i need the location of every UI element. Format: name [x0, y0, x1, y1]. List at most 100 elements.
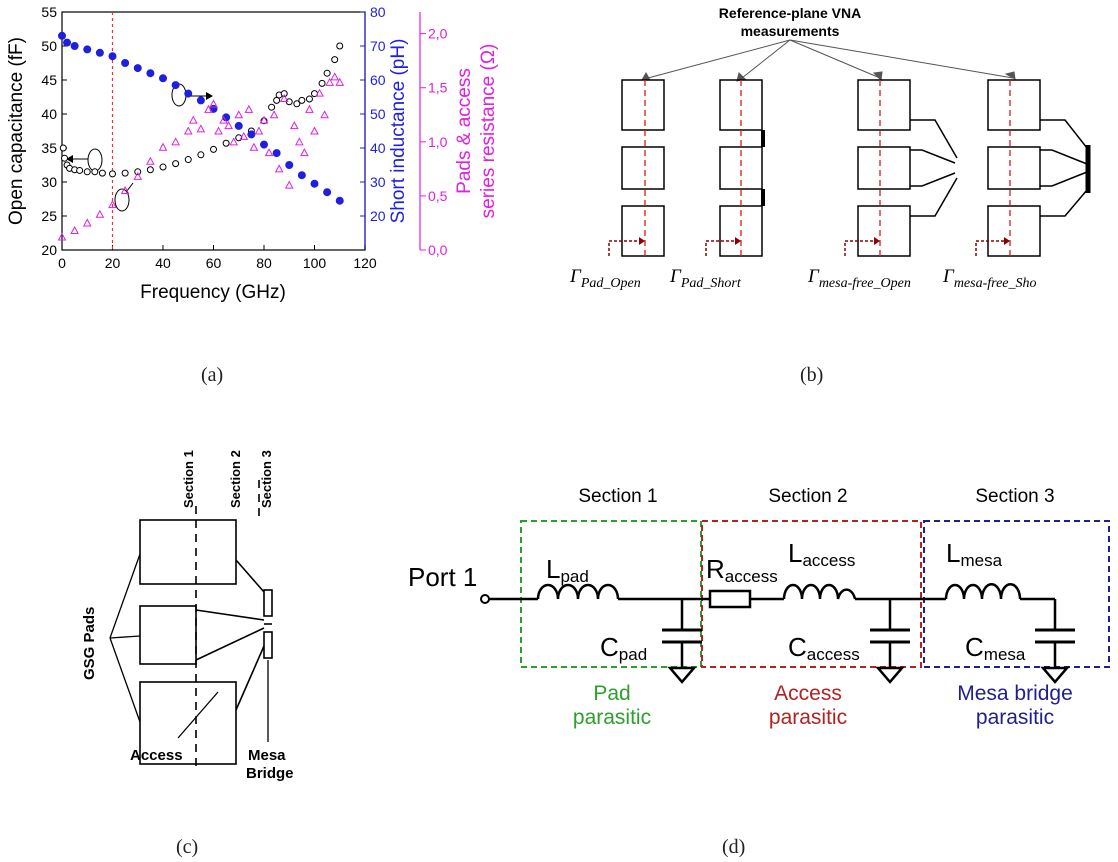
data-point-resistance [204, 104, 213, 113]
data-point-inductance [247, 130, 256, 139]
fig-d-section-3: Section 3 [975, 486, 1054, 507]
data-point-capacitance [76, 166, 84, 174]
label-C-mesa: Cmesa [965, 632, 1026, 664]
label-L-access: Laccess [788, 538, 855, 570]
data-point-capacitance [134, 168, 142, 176]
data-point-resistance [284, 180, 294, 189]
data-point-resistance [229, 137, 239, 146]
x-tick-label: 0 [58, 255, 66, 271]
plot-area [61, 11, 366, 251]
data-point-capacitance [222, 139, 230, 147]
label-L-mesa: Lmesa [946, 538, 1003, 570]
chart-marks [57, 12, 345, 250]
circuit-panel-d: Section 1 Section 2 Section 3 Port 1 Lpa… [408, 486, 1110, 729]
data-point-capacitance [318, 79, 326, 87]
caption-b: (b) [800, 364, 824, 386]
data-point-resistance [320, 110, 329, 119]
data-point-inductance [159, 74, 167, 83]
data-point-resistance [249, 142, 259, 151]
y-right1-tick-label: 80 [370, 4, 386, 20]
y-right2-tick-label: 1,5 [428, 80, 448, 96]
y-right2-tick-label: 2,0 [428, 26, 448, 42]
data-point-resistance [289, 121, 299, 130]
label-C-pad: Cpad [600, 632, 647, 664]
y-right1-tick-label: 20 [370, 208, 386, 224]
data-point-capacitance [298, 96, 306, 104]
data-point-inductance [108, 52, 117, 61]
ground-access [875, 666, 905, 684]
reference-planes [644, 80, 1011, 256]
data-point-capacitance [331, 56, 339, 64]
data-point-capacitance [59, 144, 67, 152]
access-arrow [177, 691, 219, 739]
offset-arrowheads [639, 237, 1010, 245]
diagram-panel-c: Section 1 Section 2 Section 3 GSG Pads A… [81, 450, 294, 782]
group-pad-line2: parasitic [573, 706, 651, 729]
fig-b-fan-arrows [641, 39, 1016, 82]
y-right2-tick-label: 0,5 [428, 188, 448, 204]
y-left-tick-label: 45 [41, 72, 57, 88]
inductor-access [782, 583, 857, 600]
annotation-ellipse-black [87, 148, 103, 172]
x-tick-label: 80 [256, 255, 272, 271]
x-tick-label: 20 [105, 255, 121, 271]
circuit-wires [489, 597, 1057, 668]
data-point-capacitance [91, 168, 99, 176]
y-right2-tick-label: 0,0 [428, 242, 448, 258]
fig-b-title-line1: Reference-plane VNA [719, 5, 861, 21]
caption-d: (d) [722, 836, 746, 858]
data-point-resistance [146, 156, 155, 165]
chart-panel-a: Open capacitance (fF) Short inductance (… [6, 4, 499, 303]
data-point-inductance [121, 59, 130, 67]
gamma-label-pad-open: ΓPad_Open [569, 266, 641, 291]
label-L-pad: Lpad [546, 554, 589, 586]
access-group-box [701, 520, 922, 668]
group-access-line1: Access [774, 682, 842, 705]
ground-mesa [1040, 666, 1070, 684]
structure-mesa-free-open [857, 79, 958, 257]
data-point-capacitance [98, 169, 106, 177]
data-point-resistance [183, 126, 193, 135]
y-left-tick-label: 50 [41, 38, 57, 54]
x-axis-label: Frequency (GHz) [140, 282, 286, 303]
y-right1-tick-label: 60 [370, 72, 386, 88]
structure-pad-open [621, 79, 665, 257]
y-left-tick-label: 55 [41, 4, 57, 20]
data-point-resistance [95, 209, 105, 218]
diagram-panel-b: Reference-plane VNA measurements [569, 5, 1091, 291]
group-access-line2: parasitic [769, 706, 847, 729]
data-point-inductance [196, 96, 205, 105]
y-right1-label: Short inductance (pH) [388, 39, 409, 224]
port-terminal [480, 594, 490, 604]
data-point-capacitance [323, 69, 331, 77]
data-point-capacitance [146, 166, 154, 174]
y-left-tick-label: 20 [41, 242, 57, 258]
data-point-capacitance [268, 103, 276, 111]
data-point-resistance [300, 148, 309, 157]
x-tick-label: 60 [206, 255, 222, 271]
y-right1-tick-label: 40 [370, 140, 386, 156]
y-left-tick-label: 30 [41, 174, 57, 190]
inductor-mesa [944, 583, 1022, 600]
y-left-tick-label: 35 [41, 140, 57, 156]
data-point-resistance [269, 110, 279, 119]
data-point-resistance [305, 104, 314, 113]
x-tick-label: 120 [353, 255, 377, 271]
data-point-resistance [234, 110, 244, 119]
resistor-access [708, 589, 752, 609]
data-point-inductance [63, 38, 72, 47]
data-point-capacitance [109, 170, 116, 178]
fig-c-gsg-label: GSG Pads [81, 607, 98, 680]
data-point-resistance [171, 137, 180, 146]
data-point-resistance [335, 77, 345, 86]
data-point-resistance [57, 232, 67, 241]
data-point-inductance [83, 45, 92, 54]
fig-b-title-line2: measurements [741, 23, 840, 39]
data-point-resistance [219, 115, 228, 124]
data-point-inductance [58, 31, 66, 40]
fig-d-section-1: Section 1 [578, 486, 657, 507]
fig-d-section-2: Section 2 [768, 486, 847, 507]
mesa-group-box [923, 520, 1110, 668]
data-point-capacitance [172, 160, 180, 168]
data-point-inductance [171, 81, 180, 90]
